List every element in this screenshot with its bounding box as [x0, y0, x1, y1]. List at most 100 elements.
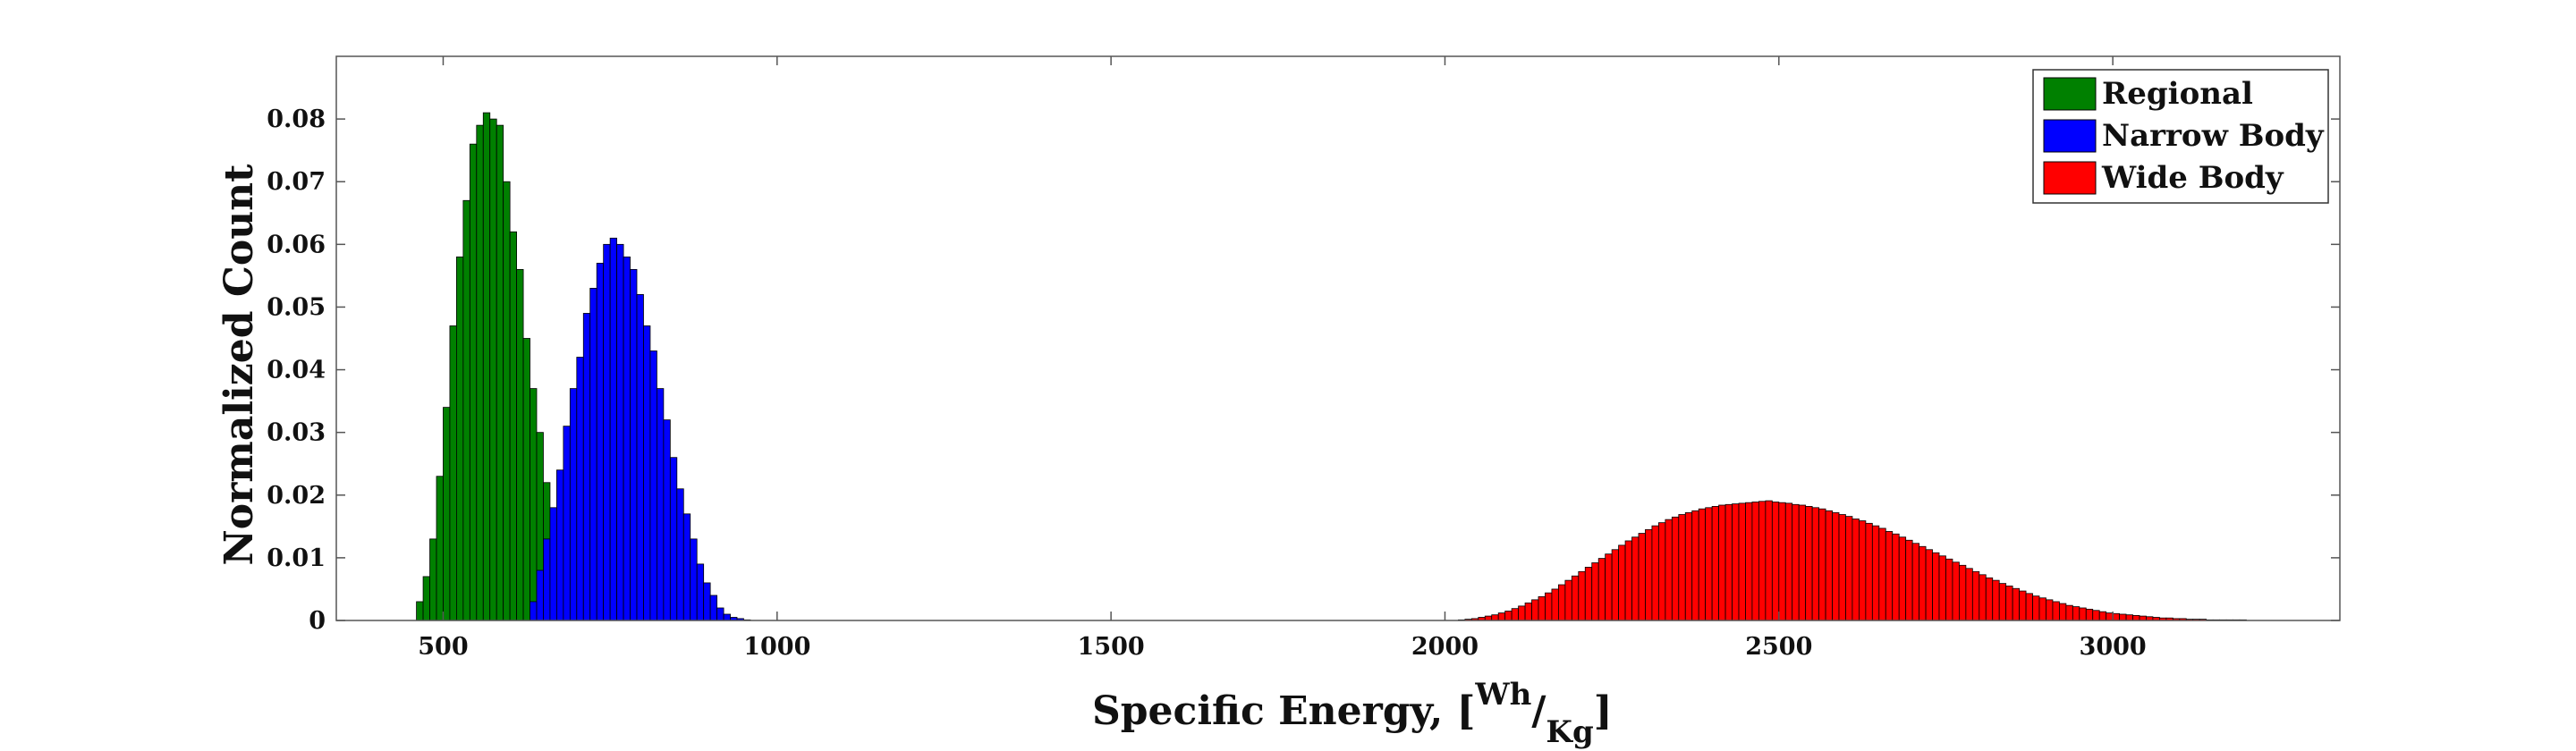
- bar: [503, 181, 511, 621]
- bar: [1718, 504, 1726, 621]
- bar: [1665, 519, 1673, 621]
- bar: [2019, 590, 2027, 621]
- bar: [2052, 601, 2060, 621]
- bar: [703, 582, 711, 621]
- bar: [1597, 558, 1606, 621]
- bar: [1832, 512, 1840, 621]
- bar: [623, 256, 631, 621]
- bar: [1618, 544, 1626, 621]
- bar: [2058, 603, 2067, 621]
- bar: [1605, 553, 1613, 621]
- bar: [2065, 604, 2073, 621]
- bar: [509, 231, 518, 621]
- bar: [536, 570, 544, 621]
- bar: [422, 576, 430, 621]
- series-narrow-body: [530, 237, 751, 621]
- bar: [1645, 528, 1653, 621]
- bar: [1511, 608, 1520, 621]
- bar: [489, 118, 497, 621]
- bar: [1932, 552, 1940, 621]
- bar: [1564, 579, 1572, 621]
- bar: [1518, 605, 1526, 621]
- bar: [690, 538, 698, 621]
- bar: [1784, 502, 1793, 621]
- bar: [2012, 587, 2020, 621]
- bar: [1631, 536, 1640, 621]
- y-tick-label: 0: [309, 607, 326, 635]
- bar: [1952, 561, 1960, 621]
- bar: [1678, 514, 1686, 621]
- bar: [589, 288, 597, 621]
- axis-ticks: 500 1000 1500 2000 2500 3000 0 0.01 0.02 0.03 0.04…: [267, 56, 2340, 661]
- bar: [2119, 613, 2127, 621]
- legend-label-narrow-body: Narrow Body: [2102, 118, 2325, 154]
- bar: [2025, 593, 2033, 621]
- bar: [563, 426, 571, 621]
- bar: [443, 407, 451, 621]
- legend-label-regional: Regional: [2102, 76, 2253, 112]
- bar: [476, 124, 484, 621]
- bar: [636, 294, 644, 621]
- bar: [455, 256, 464, 621]
- x-tick-label: 1000: [743, 633, 810, 661]
- bar: [2038, 597, 2046, 621]
- bar: [1792, 503, 1800, 621]
- bar: [2072, 606, 2080, 621]
- y-tick-label: 0.04: [267, 357, 326, 384]
- bar: [530, 601, 538, 621]
- bar: [462, 199, 470, 621]
- bar: [1892, 533, 1900, 621]
- bar: [709, 595, 718, 621]
- bars-layer: [416, 112, 2247, 621]
- bar: [1671, 516, 1680, 621]
- bar: [569, 388, 578, 621]
- bar: [556, 469, 564, 621]
- x-tick-label: 2000: [1411, 633, 1479, 661]
- bar: [2079, 607, 2087, 621]
- bar: [1624, 540, 1632, 621]
- bar: [1838, 514, 1846, 621]
- bar: [1745, 502, 1753, 621]
- bar: [616, 243, 624, 621]
- bar: [576, 357, 584, 621]
- bar: [416, 601, 424, 621]
- bar: [723, 613, 731, 621]
- bar: [530, 388, 538, 621]
- bar: [1638, 533, 1646, 621]
- bar: [1938, 555, 1946, 621]
- bar: [1558, 584, 1566, 621]
- bar: [2132, 614, 2140, 621]
- bar: [1992, 579, 2000, 621]
- bar: [1497, 612, 1506, 621]
- bar: [2046, 599, 2054, 621]
- bar: [1491, 614, 1499, 621]
- bar: [436, 476, 444, 621]
- bar: [1885, 531, 1894, 621]
- x-axis-label-unit-slash: /: [1531, 688, 1546, 734]
- bar: [2032, 595, 2040, 621]
- x-tick-label: 3000: [2080, 633, 2147, 661]
- bar: [682, 513, 691, 621]
- bar: [1818, 508, 1826, 621]
- bar: [643, 325, 651, 621]
- bar: [1684, 512, 1693, 621]
- bar: [2106, 612, 2114, 621]
- y-tick-label: 0.03: [267, 419, 326, 447]
- bar: [1611, 549, 1620, 621]
- bar: [1945, 558, 1953, 621]
- bar: [2085, 608, 2094, 621]
- x-axis-label-unit-num: Wh: [1474, 677, 1531, 713]
- bar: [657, 388, 665, 621]
- bar: [649, 350, 657, 621]
- series-wide-body: [1458, 500, 2247, 621]
- x-tick-label: 500: [418, 633, 468, 661]
- bar: [1798, 504, 1807, 621]
- bar: [1524, 602, 1532, 621]
- bar: [1758, 501, 1767, 621]
- bar: [1584, 567, 1593, 621]
- bar: [429, 538, 437, 621]
- bar: [516, 268, 524, 621]
- bar: [1971, 570, 1980, 621]
- bar: [1958, 564, 1967, 621]
- bar: [1651, 525, 1659, 621]
